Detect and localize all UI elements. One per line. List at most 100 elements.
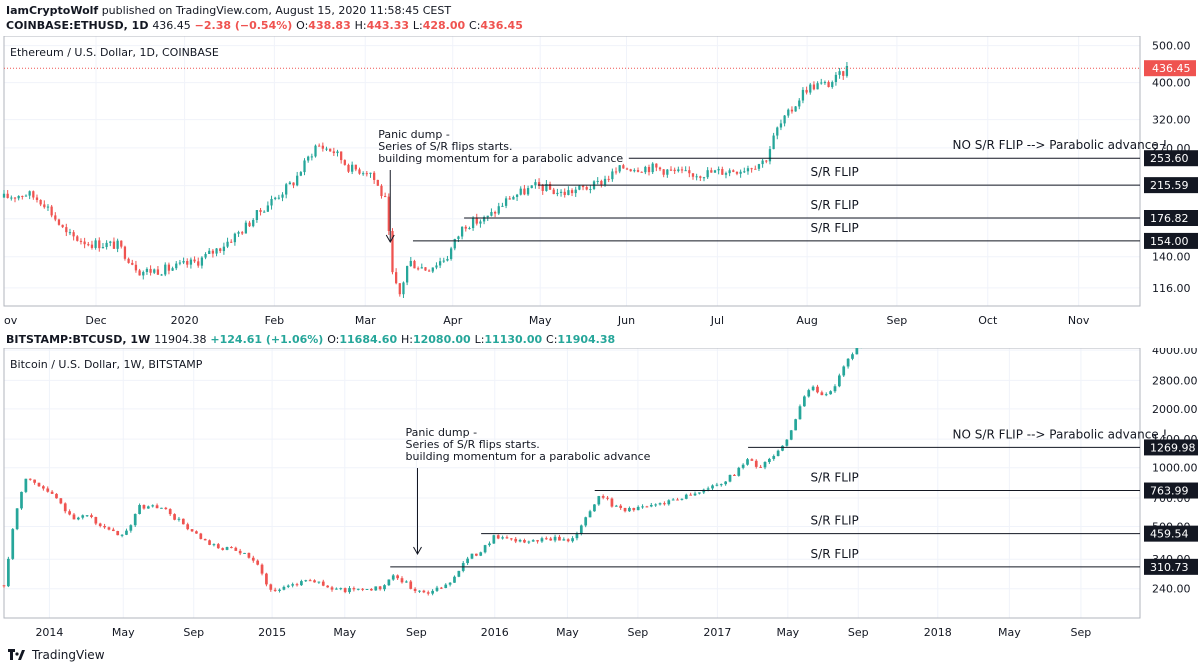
x-tick-label: Sep	[628, 626, 649, 639]
level-price-tag-label: 310.73	[1150, 561, 1189, 574]
candle-body	[713, 170, 717, 173]
candle-body	[496, 535, 500, 539]
candle-body	[107, 527, 111, 530]
candle-body	[761, 160, 764, 165]
candle-body	[846, 358, 850, 367]
annotation-text: Series of S/R flips starts.	[406, 438, 540, 451]
candle-body	[531, 540, 535, 542]
candle-body	[640, 171, 643, 173]
btc-close: 11904.38	[557, 333, 616, 346]
candle-body	[120, 534, 124, 536]
x-tick-label: ov	[4, 314, 18, 327]
candle-body	[215, 248, 218, 254]
btc-last: 11904.38	[154, 333, 207, 346]
eth-chart[interactable]: Ethereum / U.S. Dollar, 1D, COINBASE NO S…	[0, 36, 1200, 332]
x-tick-label: Mar	[355, 314, 376, 327]
candle-body	[798, 406, 802, 420]
candle-body	[384, 196, 387, 198]
candle-body	[448, 582, 452, 585]
candle-body	[689, 494, 693, 496]
candle-body	[789, 430, 793, 440]
annotation-text: building momentum for a parabolic advanc…	[378, 152, 623, 165]
candle-body	[435, 265, 438, 268]
candle-body	[449, 248, 453, 259]
btc-change: +124.61 (+1.06%)	[210, 333, 324, 346]
level-price-tag-label: 1269.98	[1150, 441, 1196, 454]
last-price-tag	[1144, 60, 1196, 77]
arrow-head-icon	[413, 546, 422, 556]
level-price-tag-label: 763.99	[1150, 485, 1189, 498]
candle-body	[614, 505, 618, 507]
candle-body	[299, 172, 302, 176]
candle-body	[387, 579, 391, 586]
candle-body	[526, 188, 530, 195]
candle-body	[790, 109, 794, 112]
candle-body	[241, 232, 244, 234]
x-tick-label: Sep	[1071, 626, 1092, 639]
candle-body	[702, 489, 706, 493]
sr-level-note: S/R FLIP	[811, 547, 859, 561]
candle-body	[200, 257, 204, 266]
candle-body	[763, 462, 767, 468]
candle-body	[676, 499, 679, 501]
candle-body	[651, 163, 654, 173]
candle-body	[335, 588, 338, 590]
candle-body	[296, 175, 299, 186]
candle-body	[260, 564, 264, 574]
candle-body	[164, 264, 167, 275]
footer-brand[interactable]: TradingView	[32, 648, 105, 662]
eth-close: 436.45	[480, 19, 523, 32]
candle-body	[252, 219, 255, 227]
candle-body	[497, 206, 500, 214]
candle-body	[702, 177, 706, 179]
candle-body	[138, 505, 141, 514]
candle-body	[647, 166, 651, 173]
sr-level-note: S/R FLIP	[811, 221, 859, 235]
candle-body	[636, 506, 640, 511]
candle-body	[728, 474, 732, 482]
candle-body	[59, 498, 63, 504]
candle-body	[314, 145, 317, 157]
candle-body	[424, 267, 427, 271]
candle-body	[237, 232, 240, 234]
level-price-tag	[1144, 439, 1198, 456]
candle-body	[295, 584, 299, 586]
candle-body	[413, 588, 417, 591]
candle-body	[680, 498, 684, 500]
btc-high: 12080.00	[412, 333, 471, 346]
candle-body	[226, 241, 229, 247]
candle-body	[171, 268, 174, 271]
candle-body	[32, 191, 35, 198]
candle-body	[504, 198, 508, 206]
author-name[interactable]: IamCryptoWolf	[6, 4, 99, 17]
candle-body	[168, 509, 172, 515]
x-tick-label: Jun	[617, 314, 635, 327]
candle-body	[85, 515, 89, 517]
candle-body	[277, 197, 280, 199]
eth-symbol: COINBASE:ETHUSD, 1D	[6, 19, 149, 32]
candle-body	[633, 170, 636, 172]
candle-body	[318, 145, 321, 147]
candle-body	[65, 227, 68, 233]
candle-body	[667, 500, 671, 505]
candle-body	[332, 151, 335, 154]
candle-body	[706, 170, 709, 178]
eth-low: 428.00	[422, 19, 466, 32]
candle-body	[164, 507, 168, 510]
candle-body	[225, 547, 229, 550]
plot-frame	[3, 348, 1141, 619]
candle-body	[46, 206, 50, 208]
candle-body	[566, 539, 570, 542]
y-tick-label: 116.00	[1152, 282, 1191, 295]
candle-body	[131, 262, 134, 265]
candle-body	[644, 166, 647, 173]
candle-body	[575, 533, 579, 539]
candle-body	[138, 270, 141, 276]
candle-body	[438, 261, 442, 266]
candle-body	[735, 171, 739, 174]
btc-chart[interactable]: Bitcoin / U.S. Dollar, 1W, BITSTAMP NO S/…	[0, 348, 1200, 644]
candle-body	[787, 109, 790, 116]
candle-body	[737, 467, 741, 476]
level-price-tag-label: 253.60	[1150, 152, 1189, 165]
candle-body	[300, 581, 303, 586]
